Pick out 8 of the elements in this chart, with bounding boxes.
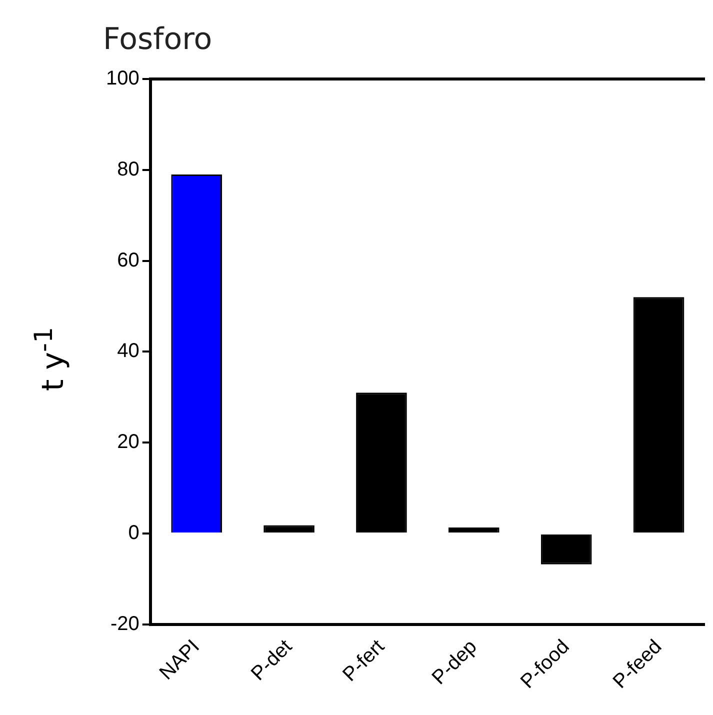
- y-tick-label: 20: [117, 431, 140, 454]
- y-tick-label: 60: [117, 249, 140, 272]
- y-tick-label: 100: [106, 68, 140, 90]
- y-tick-label: -20: [110, 612, 140, 635]
- y-tick-label: 0: [128, 522, 140, 544]
- chart-title: Fosforo: [103, 22, 212, 57]
- y-tick-label: 40: [117, 340, 140, 362]
- y-tick-label: 80: [117, 158, 140, 180]
